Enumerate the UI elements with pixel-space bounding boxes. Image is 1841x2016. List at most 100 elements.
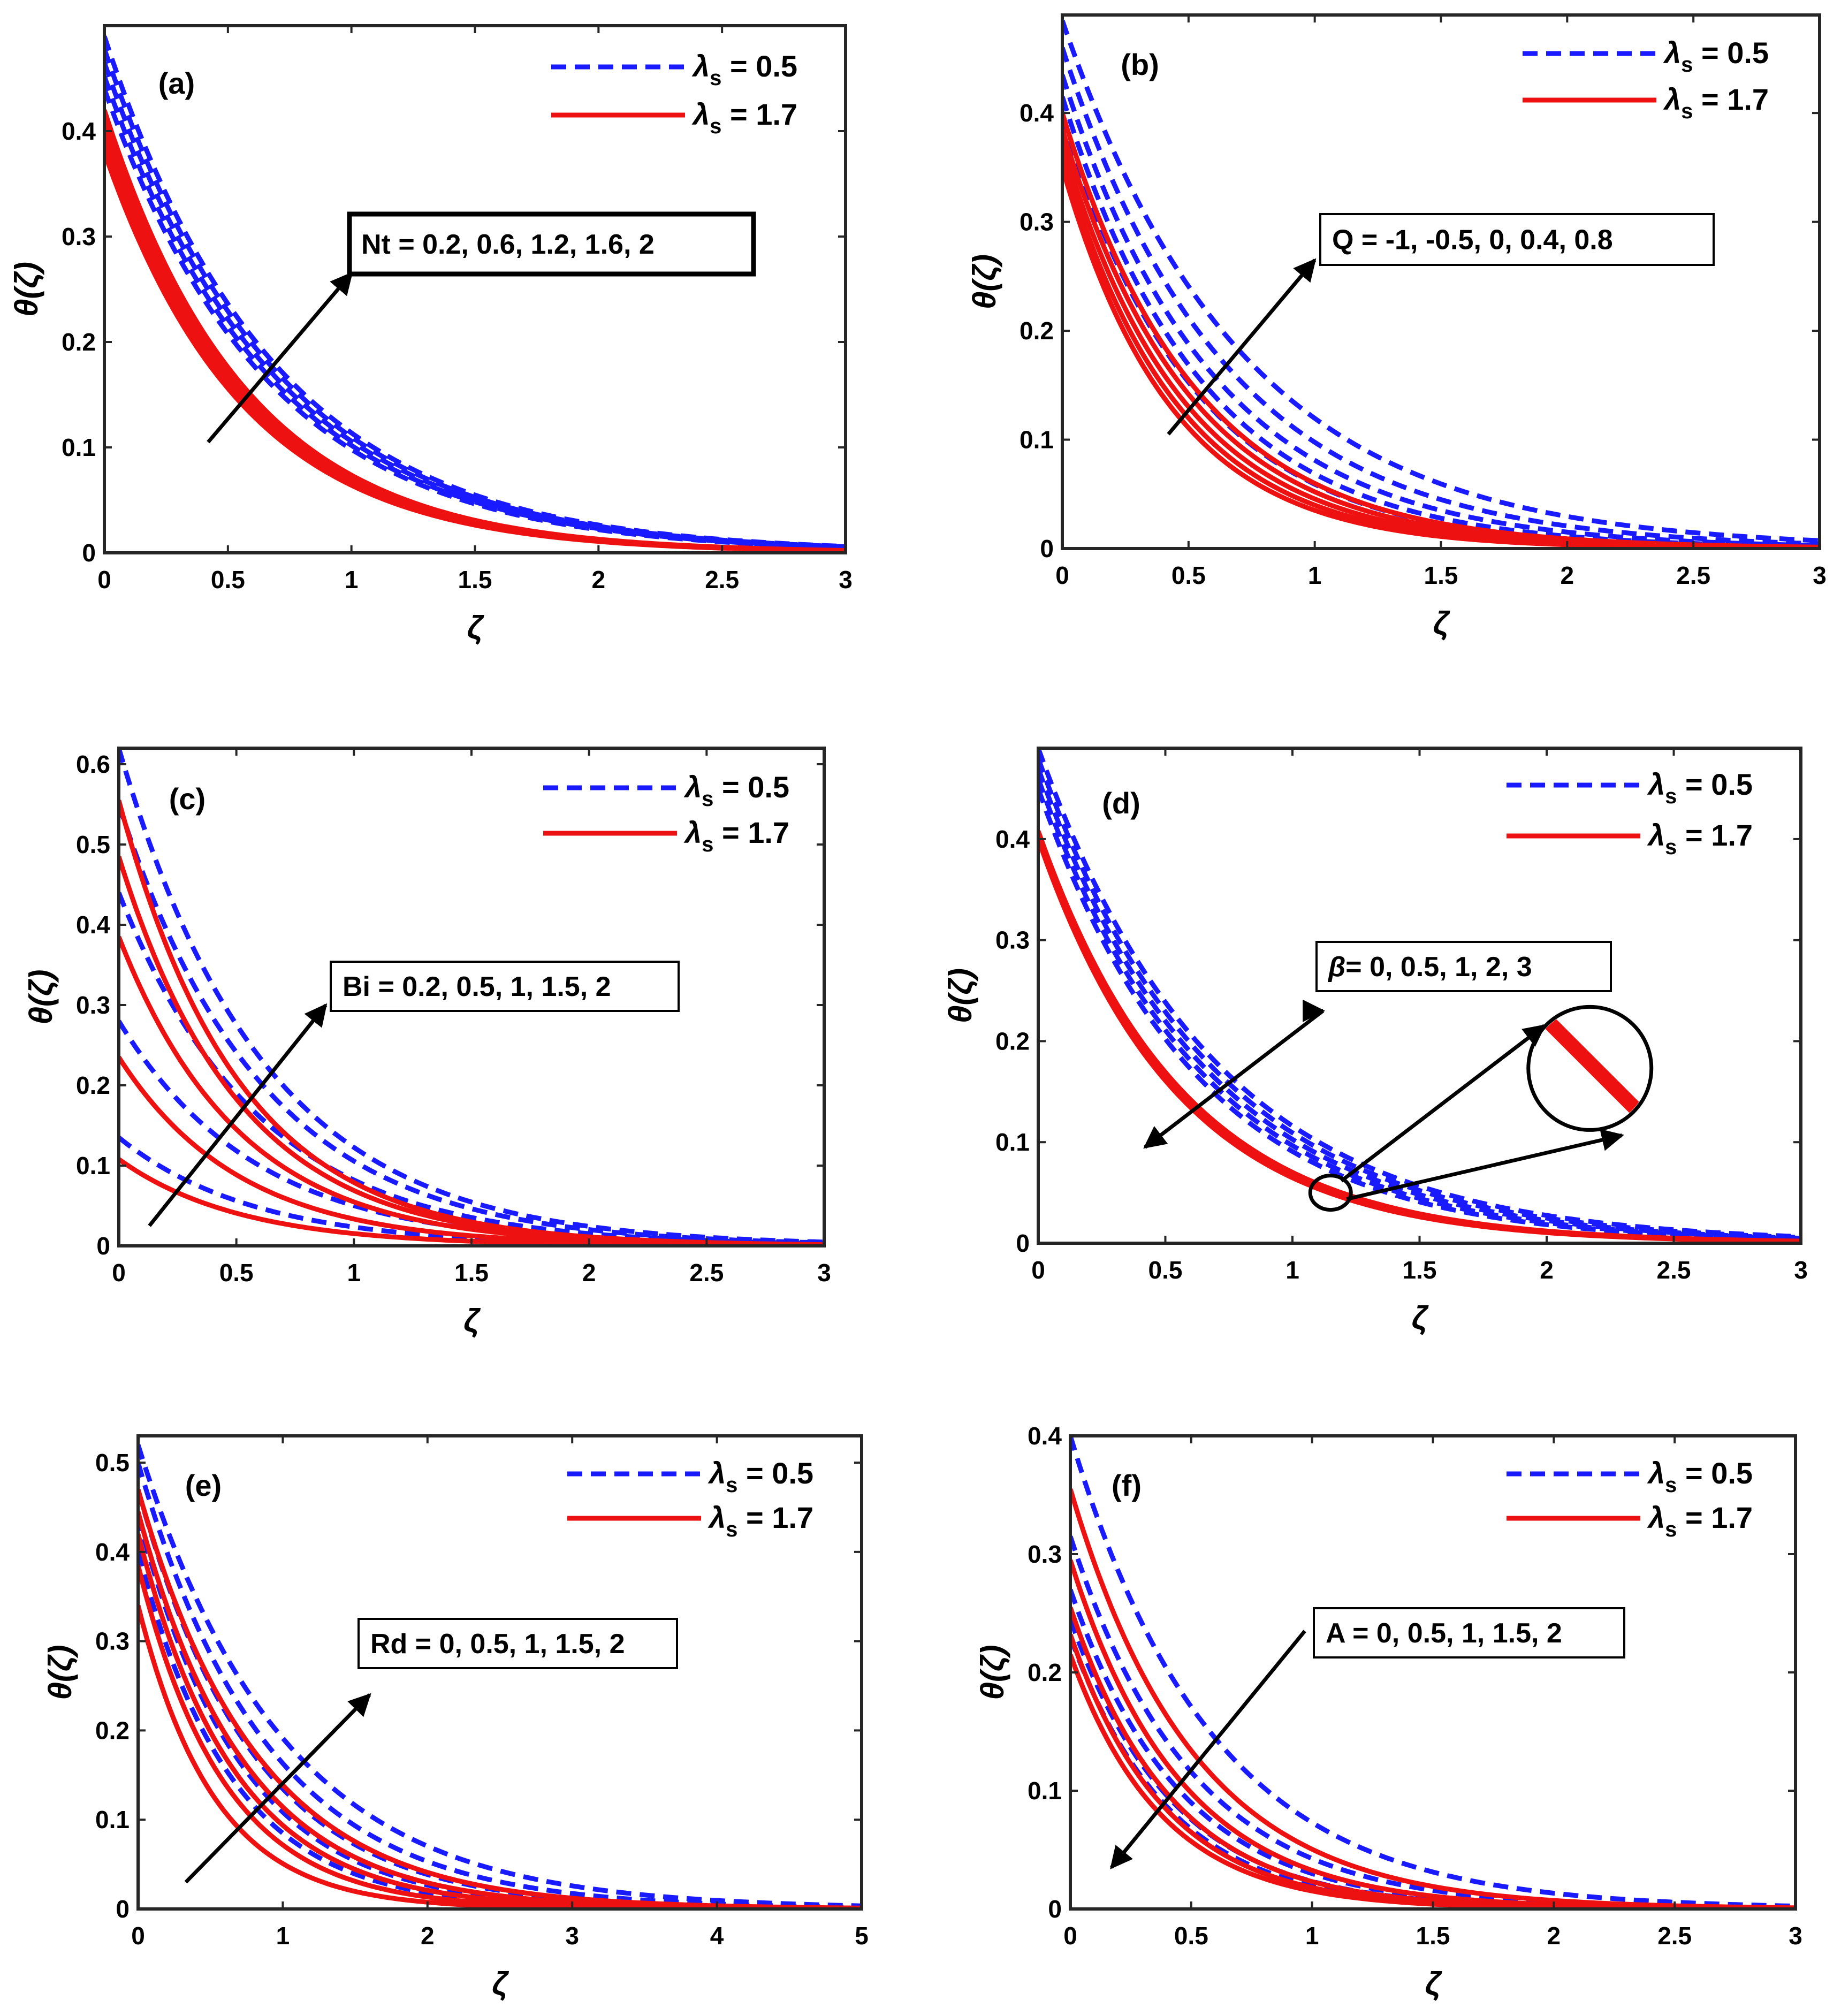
x-tick-label: 1 — [347, 1259, 361, 1287]
x-tick-label: 2 — [1561, 561, 1574, 589]
annotation-box — [347, 211, 756, 277]
x-tick-label: 3 — [839, 566, 853, 594]
annotation-text: Q = -1, -0.5, 0, 0.4, 0.8 — [1332, 225, 1613, 256]
trend-arrow — [1143, 1009, 1325, 1149]
series-line-3: λs = 0.5, Bi = 1.5 — [119, 803, 824, 1245]
x-tick-label: 0.5 — [1171, 561, 1206, 589]
x-tick-label: 1 — [1305, 1922, 1319, 1950]
x-tick-label: 1 — [1285, 1256, 1299, 1284]
x-tick-label: 2 — [582, 1259, 596, 1287]
plot-frame — [136, 1434, 863, 1911]
y-axis-label: θ(ζ) — [942, 968, 978, 1023]
x-tick-label: 2.5 — [1657, 1256, 1691, 1284]
x-tick-label: 2 — [592, 566, 606, 594]
y-tick-label: 0.4 — [1020, 99, 1054, 127]
panel-label: (b) — [1121, 48, 1159, 81]
x-tick-label: 2 — [421, 1922, 435, 1950]
series-line-1: λs = 0.5, A = 0.5 — [1070, 1535, 1796, 1909]
legend-label: λs = 1.7 — [691, 97, 797, 138]
x-tick-label: 4 — [710, 1922, 724, 1950]
series-line-4: λs = 0.5, A = 2 — [1070, 1636, 1796, 1909]
x-tick-label: 2 — [1547, 1922, 1561, 1950]
x-tick-label: 2.5 — [705, 566, 739, 594]
legend-label: λs = 1.7 — [1647, 818, 1753, 859]
annotation-text: A = 0, 0.5, 1, 1.5, 2 — [1326, 1618, 1562, 1649]
annotation-box — [1315, 941, 1612, 992]
series-line-3: λs = 0.5, Nt = 1.6 — [104, 48, 846, 550]
y-tick-label: 0.2 — [62, 328, 96, 356]
y-tick-label: 0.5 — [76, 831, 110, 858]
y-tick-label: 0.1 — [1028, 1777, 1062, 1805]
series-line-8: λs = 1.7, Bi = 1.5 — [119, 856, 824, 1246]
x-tick-label: 1.5 — [454, 1259, 489, 1287]
series-line-3: λs = 0.5, β = 2 — [1038, 757, 1801, 1240]
y-tick-label: 0.3 — [76, 991, 110, 1019]
x-tick-label: 3 — [817, 1259, 831, 1287]
panel-label: (e) — [185, 1469, 222, 1502]
x-tick-label: 1.5 — [1416, 1922, 1450, 1950]
y-tick-label: 0.2 — [76, 1071, 110, 1099]
x-tick-label: 0 — [112, 1259, 126, 1287]
x-axis-label: ζ — [492, 1966, 509, 2002]
chart-panel-f: λs = 0.5, A = 0λs = 0.5, A = 0.5λs = 0.5… — [975, 1422, 1802, 2002]
series-line-7: λs = 1.7, Q = 0 — [1062, 142, 1820, 549]
series-line-8: λs = 1.7, Rd = 1.5 — [138, 1511, 862, 1909]
x-tick-label: 0 — [97, 566, 111, 594]
panel-label: (f) — [1112, 1469, 1142, 1502]
legend-label: λs = 1.7 — [1663, 82, 1769, 123]
x-tick-label: 1 — [345, 566, 359, 594]
legend-label: λs = 0.5 — [708, 1456, 813, 1497]
x-tick-label: 1 — [1308, 561, 1322, 589]
y-tick-label: 0 — [1048, 1895, 1062, 1923]
y-tick-label: 0.2 — [1028, 1659, 1062, 1686]
y-tick-label: 0.1 — [1020, 426, 1054, 454]
y-axis-label: θ(ζ) — [975, 1645, 1010, 1700]
trend-arrow — [1167, 258, 1317, 436]
y-tick-label: 0.2 — [95, 1716, 130, 1744]
y-tick-label: 0 — [1016, 1229, 1030, 1257]
x-tick-label: 0.5 — [211, 566, 245, 594]
series-line-0: λs = 0.5, A = 0 — [1070, 1436, 1796, 1909]
series-line-0: λs = 0.5, Rd = 0 — [138, 1551, 862, 1909]
x-tick-label: 0 — [1055, 561, 1069, 589]
y-tick-label: 0.4 — [1028, 1422, 1062, 1450]
x-tick-label: 0 — [131, 1922, 145, 1950]
x-tick-label: 2 — [1540, 1256, 1554, 1284]
series-line-4: λs = 0.5, Rd = 2 — [138, 1444, 862, 1908]
series-line-3: λs = 0.5, A = 1.5 — [1070, 1618, 1796, 1909]
chart-panel-e: λs = 0.5, Rd = 0λs = 0.5, Rd = 0.5λs = 0… — [42, 1434, 869, 2002]
y-tick-label: 0.1 — [95, 1806, 130, 1834]
series-line-4: λs = 0.5, Q = 0.8 — [1062, 19, 1820, 543]
series-line-9: λs = 1.7, β = 3 — [1038, 830, 1801, 1243]
legend-label: λs = 0.5 — [1647, 767, 1753, 808]
y-tick-label: 0.3 — [995, 926, 1030, 954]
series-line-2: λs = 0.5, Q = 0 — [1062, 74, 1820, 548]
series-line-1: λs = 0.5, Nt = 0.6 — [104, 75, 846, 550]
y-tick-label: 0.4 — [62, 117, 96, 145]
series-line-2: λs = 0.5, Bi = 1 — [119, 892, 824, 1246]
trend-arrow — [148, 1003, 328, 1227]
series-line-7: λs = 1.7, Rd = 1 — [138, 1533, 862, 1909]
series-line-9: λs = 1.7, Nt = 2 — [104, 109, 846, 553]
legend-label: λs = 0.5 — [1663, 36, 1769, 77]
legend-label: λs = 1.7 — [708, 1501, 813, 1541]
series-line-8: λs = 1.7, β = 2 — [1038, 832, 1801, 1243]
x-tick-label: 1.5 — [458, 566, 492, 594]
y-tick-label: 0.2 — [1020, 317, 1054, 345]
annotation-box — [1313, 1607, 1625, 1659]
legend-label: λs = 0.5 — [1647, 1456, 1753, 1497]
series-line-5: λs = 1.7, A = 0 — [1070, 1488, 1796, 1909]
x-tick-label: 2.5 — [1676, 561, 1710, 589]
series-line-8: λs = 1.7, Nt = 1.6 — [104, 119, 846, 553]
x-axis-label: ζ — [1412, 1300, 1429, 1336]
chart-panel-b: λs = 0.5, Q = -1λs = 0.5, Q = -0.5λs = 0… — [967, 13, 1827, 641]
zoom-inset — [1308, 1005, 1654, 1212]
y-tick-label: 0.1 — [62, 433, 96, 461]
series-line-2: λs = 0.5, Rd = 1 — [138, 1488, 862, 1909]
x-tick-label: 3 — [1813, 561, 1827, 589]
legend-label: λs = 0.5 — [691, 49, 797, 90]
series-line-4: λs = 0.5, Nt = 2 — [104, 35, 846, 549]
trend-arrow — [207, 271, 353, 444]
y-axis-label: θ(ζ) — [9, 262, 44, 317]
